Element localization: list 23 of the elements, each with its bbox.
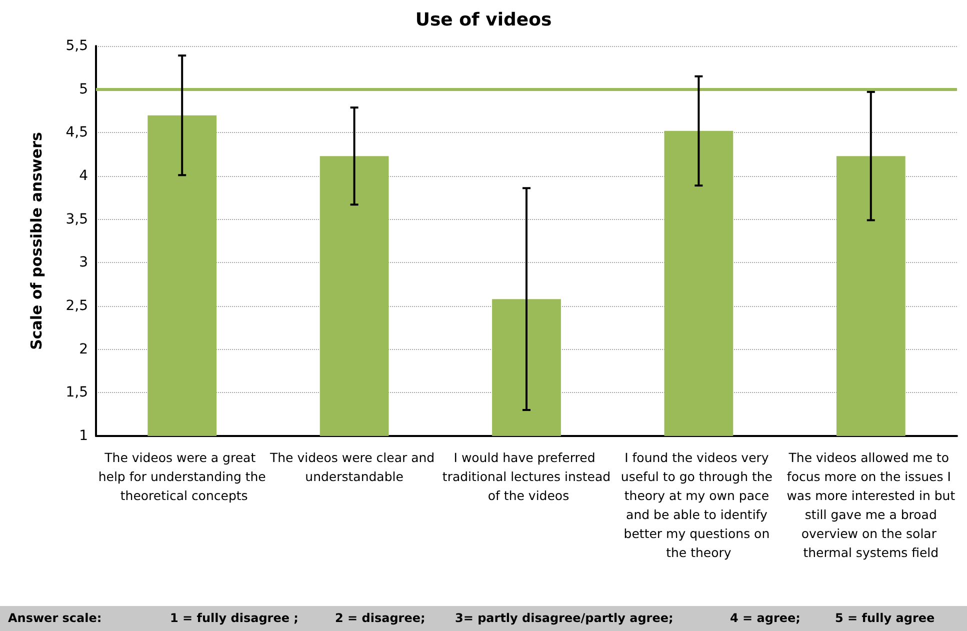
text: Answer scale: bbox=[8, 611, 102, 625]
x-tick-label: I would have preferred traditional lectures instead of the videos bbox=[442, 450, 611, 503]
text: 2 = disagree; bbox=[335, 611, 426, 625]
y-tick-label: 5 bbox=[79, 81, 88, 98]
y-axis-title: Scale of possible answers bbox=[28, 132, 46, 350]
x-tick-label: The videos were a great help for understanding the theoretical concepts bbox=[98, 450, 266, 503]
y-tick-label: 5,5 bbox=[66, 38, 88, 54]
x-tick-label: The videos allowed me to focus more on the issues I was more interested in but still gave me a broad overview on the solar thermal systems field bbox=[786, 450, 956, 560]
y-tick-label: 4 bbox=[79, 168, 88, 184]
y-tick-label: 2,5 bbox=[66, 298, 88, 314]
y-tick-label: 2 bbox=[79, 341, 88, 358]
y-tick-label: 3 bbox=[79, 254, 88, 271]
y-tick-label: 1,5 bbox=[66, 384, 88, 401]
y-tick-label: 3,5 bbox=[66, 211, 88, 228]
y-tick-label: 1 bbox=[79, 428, 88, 444]
text: 1 = fully disagree ; bbox=[170, 611, 298, 625]
text: 4 = agree; bbox=[730, 611, 800, 625]
text: 3= partly disagree/partly agree; bbox=[455, 611, 674, 625]
text: 5 = fully agree bbox=[835, 611, 935, 625]
chart-title: Use of videos bbox=[415, 10, 552, 30]
x-tick-label: I found the videos very useful to go through the theory at my own pace and be able to identify better my questions on the theory bbox=[620, 450, 776, 560]
y-tick-label: 4,5 bbox=[66, 124, 88, 141]
x-tick-label: The videos were clear and understandable bbox=[269, 450, 439, 484]
